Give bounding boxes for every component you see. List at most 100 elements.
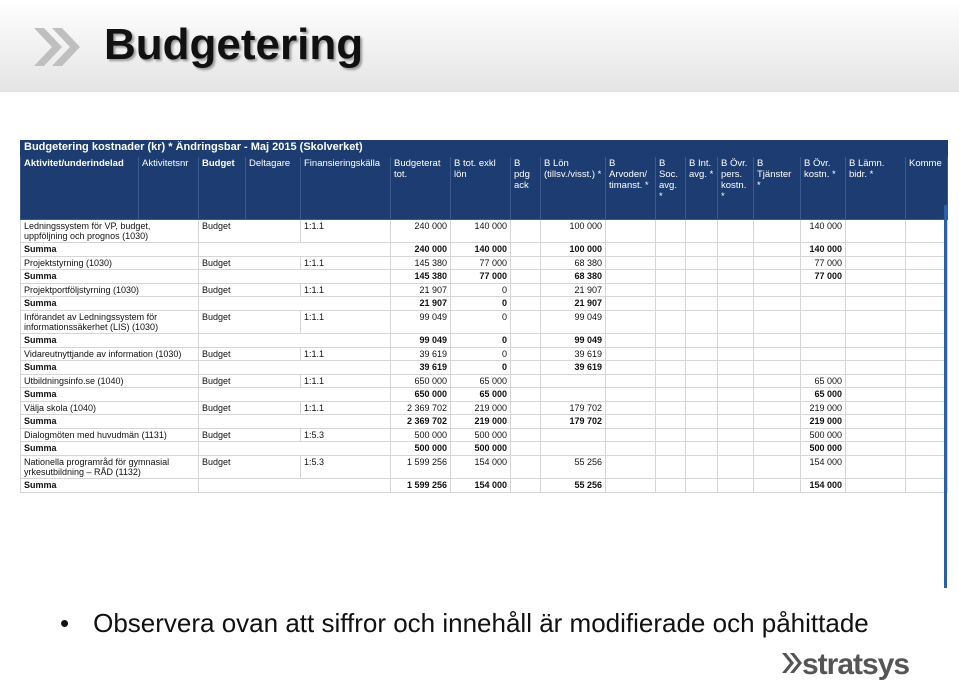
empty-cell [717,219,754,243]
slide-title: Budgetering [104,20,364,69]
budget-type: Budget [198,401,301,415]
empty-cell [717,333,754,348]
empty-cell [685,401,718,415]
empty-cell [717,296,754,311]
empty-cell [685,333,718,348]
empty-cell [845,283,906,297]
empty-cell [605,219,656,243]
empty-cell [685,441,718,456]
empty-cell [904,374,949,388]
empty-cell [753,441,801,456]
empty-cell [717,360,754,375]
sum-row: Summa 500 000 500 000 500 000 [20,441,949,456]
empty-cell [605,455,656,479]
amount: 100 000 [540,242,606,257]
budget-type: Budget [198,374,301,388]
budget-type: Budget [198,310,301,334]
empty-cell [685,310,718,334]
empty-cell [605,256,656,270]
sum-row: Summa 650 000 65 000 65 000 [20,387,949,402]
empty-cell [845,219,906,243]
column-header: B pdg ack [510,156,541,220]
amount: 500 000 [800,428,846,442]
empty-cell [605,347,656,361]
empty-cell [605,428,656,442]
empty-cell [904,428,949,442]
amount: 140 000 [450,242,511,257]
empty-cell [904,414,949,429]
data-row: Vidareutnyttjande av information (1030) B… [20,347,949,361]
empty-cell [685,283,718,297]
amount: 240 000 [390,242,451,257]
empty-cell [605,310,656,334]
amount: 179 702 [540,414,606,429]
amount: 99 049 [390,310,451,334]
amount: 99 049 [540,310,606,334]
empty-cell [685,387,718,402]
empty-cell [510,283,541,297]
amount: 154 000 [450,478,511,493]
empty-cell [655,219,686,243]
amount: 154 000 [450,455,511,479]
empty-cell [685,360,718,375]
empty-cell [845,455,906,479]
data-row: Nationella programråd för gymnasial yrke… [20,455,949,479]
empty-cell [510,387,541,402]
empty-cell [845,333,906,348]
amount: 0 [450,310,511,334]
empty-cell [655,242,686,257]
empty-cell [540,441,606,456]
logo-text: stratsys [802,648,909,681]
column-header: B tot. exkl lön [450,156,511,220]
empty-cell [685,219,718,243]
sum-label: Summa [20,441,199,456]
column-header: B Arvoden/ timanst. * [605,156,656,220]
bullet-text: Observera ovan att siffror och innehåll … [93,608,869,638]
funding-source: 1:1.1 [300,347,391,361]
amount: 65 000 [800,387,846,402]
empty-cell [753,242,801,257]
empty-cell [753,414,801,429]
empty-cell [510,219,541,243]
empty-cell [655,333,686,348]
empty-cell [845,310,906,334]
amount: 55 256 [540,455,606,479]
column-header: Aktivitetsnr [138,156,199,220]
amount: 179 702 [540,401,606,415]
sum-row: Summa 99 049 0 99 049 [20,333,949,348]
activity: Vidareutnyttjande av information (1030) [20,347,199,361]
amount: 21 907 [540,296,606,311]
empty-cell [605,333,656,348]
amount: 39 619 [390,347,451,361]
empty-cell [845,387,906,402]
amount: 650 000 [390,387,451,402]
empty-cell [845,242,906,257]
empty-cell [655,374,686,388]
empty-cell [845,256,906,270]
funding-source: 1:1.1 [300,256,391,270]
empty-cell [685,296,718,311]
empty-cell [753,310,801,334]
empty-cell [753,269,801,284]
amount: 39 619 [540,360,606,375]
empty-cell [510,269,541,284]
empty-cell [845,360,906,375]
empty-cell [605,387,656,402]
empty-cell [717,478,754,493]
amount: 500 000 [450,441,511,456]
sum-label: Summa [20,296,199,311]
budget-type: Budget [198,283,301,297]
column-header: Finansieringskälla [300,156,391,220]
amount: 500 000 [450,428,511,442]
header-row: Aktivitet/underindelad Aktivitetsnr Budget… [20,156,949,220]
amount: 240 000 [390,219,451,243]
empty-cell [717,283,754,297]
amount: 0 [450,333,511,348]
column-header: B Lön (tillsv./visst.) * [540,156,606,220]
amount: 77 000 [450,256,511,270]
empty-cell [655,387,686,402]
empty-cell [685,478,718,493]
empty-cell [753,478,801,493]
amount: 145 380 [390,269,451,284]
empty-cell [655,256,686,270]
